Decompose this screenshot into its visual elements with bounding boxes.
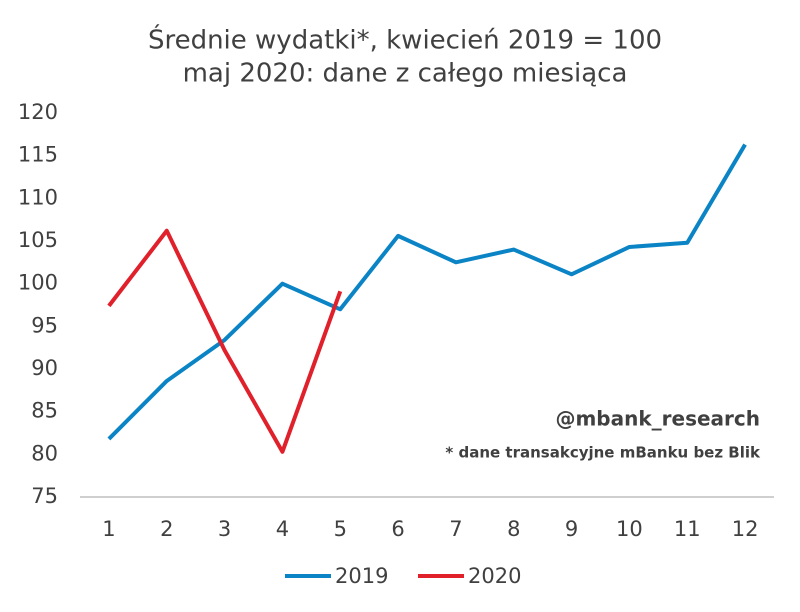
chart-subtitle: maj 2020: dane z całego miesiąca <box>183 59 628 89</box>
line-series <box>107 143 747 441</box>
chart-title: Średnie wydatki*, kwiecień 2019 = 100 <box>148 24 662 56</box>
y-tick-label: 110 <box>18 185 58 209</box>
x-tick-label: 8 <box>507 517 520 541</box>
line-series <box>107 228 343 454</box>
y-tick-label: 75 <box>31 484 58 508</box>
y-tick-label: 105 <box>18 228 58 252</box>
y-tick-label: 80 <box>31 441 58 465</box>
annotation: @mbank_research <box>555 407 760 431</box>
x-tick-label: 10 <box>616 517 643 541</box>
y-tick-label: 115 <box>18 143 58 167</box>
x-tick-label: 4 <box>276 517 289 541</box>
x-tick-label: 7 <box>449 517 462 541</box>
x-tick-label: 5 <box>334 517 347 541</box>
x-tick-label: 1 <box>102 517 115 541</box>
y-tick-label: 95 <box>31 313 58 337</box>
annotation: * dane transakcyjne mBanku bez Blik <box>445 444 761 462</box>
y-tick-label: 90 <box>31 356 58 380</box>
legend-label: 2020 <box>468 564 521 588</box>
y-tick-label: 85 <box>31 399 58 423</box>
y-tick-label: 100 <box>18 271 58 295</box>
x-tick-label: 12 <box>732 517 759 541</box>
x-tick-label: 9 <box>565 517 578 541</box>
x-tick-label: 11 <box>674 517 701 541</box>
x-tick-label: 2 <box>160 517 173 541</box>
x-tick-label: 3 <box>218 517 231 541</box>
x-tick-label: 6 <box>391 517 404 541</box>
y-tick-label: 120 <box>18 100 58 124</box>
legend-label: 2019 <box>335 564 388 588</box>
